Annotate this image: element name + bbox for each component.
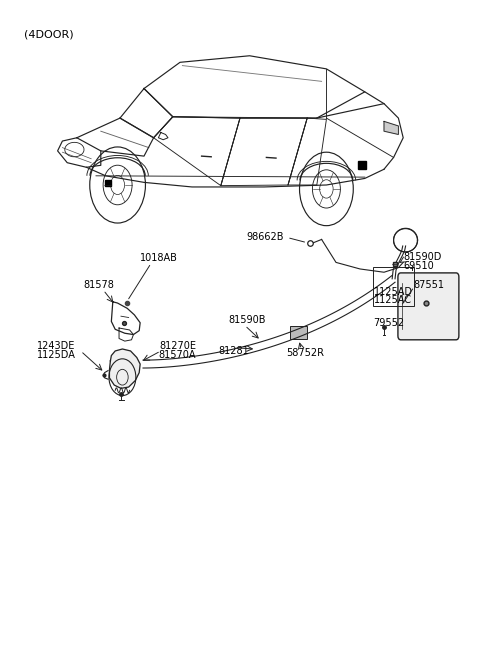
Text: 1018AB: 1018AB [140,253,177,264]
Text: 81578: 81578 [83,279,114,290]
Text: 79552: 79552 [373,318,405,328]
Text: 1125AD: 1125AD [374,287,413,297]
Text: (4DOOR): (4DOOR) [24,30,73,39]
Text: 1243DE: 1243DE [37,341,76,352]
Text: 81270E: 81270E [159,341,196,352]
Text: 81281: 81281 [219,346,250,356]
Text: 58752R: 58752R [286,348,324,358]
Text: 1125DA: 1125DA [37,350,76,360]
Polygon shape [358,161,366,169]
Polygon shape [384,121,398,134]
FancyBboxPatch shape [398,273,459,340]
Polygon shape [109,349,140,388]
Bar [290,326,307,339]
Text: 81590B: 81590B [228,315,266,325]
Bar [373,267,414,306]
Text: 1125AC: 1125AC [374,295,412,306]
Polygon shape [105,180,111,186]
Text: 81590D: 81590D [403,252,442,262]
Text: 69510: 69510 [403,260,434,271]
Text: 87551: 87551 [414,279,445,290]
Text: 81570A: 81570A [159,350,196,360]
Text: 98662B: 98662B [247,232,284,243]
